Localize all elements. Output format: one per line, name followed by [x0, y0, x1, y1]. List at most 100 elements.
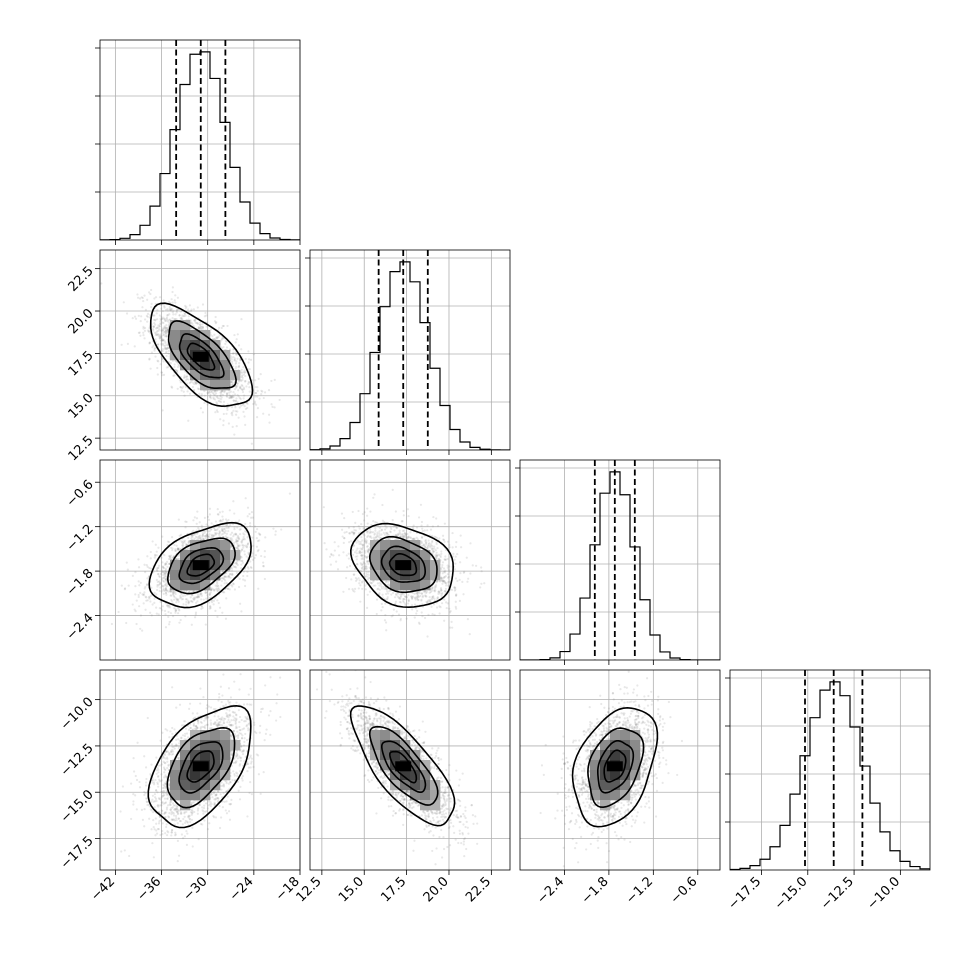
- sample-point: [420, 536, 424, 539]
- sample-point: [161, 339, 164, 342]
- sample-point: [366, 551, 370, 554]
- sample-point: [230, 545, 233, 548]
- sample-point: [196, 322, 199, 325]
- sample-point: [189, 600, 192, 603]
- sample-point: [150, 614, 153, 617]
- sample-point: [163, 335, 167, 338]
- density-cell: [190, 370, 201, 381]
- sample-point: [218, 531, 222, 534]
- sample-point: [229, 573, 232, 576]
- sample-point: [169, 554, 173, 557]
- sample-point: [197, 326, 201, 330]
- sample-point: [161, 310, 164, 313]
- sample-point: [162, 333, 166, 336]
- sample-point: [255, 537, 258, 540]
- sample-point: [232, 351, 235, 354]
- sample-point: [131, 317, 134, 320]
- sample-point: [137, 580, 140, 583]
- sample-point: [153, 322, 156, 325]
- sample-point: [173, 318, 176, 321]
- sample-point: [260, 554, 263, 558]
- sample-point: [162, 360, 165, 363]
- sample-point: [120, 584, 123, 587]
- sample-point: [135, 622, 138, 626]
- sample-point: [240, 550, 243, 553]
- sample-point: [159, 322, 162, 325]
- sample-point: [161, 569, 164, 572]
- sample-point: [219, 418, 222, 421]
- sample-point: [163, 306, 166, 309]
- sample-point: [330, 553, 333, 557]
- sample-point: [227, 518, 230, 522]
- sample-point: [240, 379, 243, 383]
- sample-point: [212, 603, 215, 606]
- sample-point: [237, 389, 240, 392]
- sample-point: [188, 547, 191, 551]
- sample-point: [243, 538, 246, 541]
- sample-point: [239, 386, 242, 389]
- sample-point: [197, 327, 200, 331]
- sample-point: [163, 566, 166, 570]
- sample-point: [241, 390, 245, 394]
- sample-point: [187, 541, 190, 544]
- sample-point: [152, 314, 155, 317]
- sample-point: [164, 346, 167, 349]
- sample-point: [230, 396, 233, 399]
- sample-point: [353, 551, 357, 554]
- sample-point: [208, 592, 211, 595]
- sample-point: [225, 532, 229, 535]
- sample-point: [222, 345, 225, 349]
- sample-point: [192, 519, 195, 522]
- sample-point: [153, 597, 156, 600]
- sample-point: [164, 319, 167, 323]
- density-cell: [210, 570, 221, 581]
- sample-point: [177, 608, 181, 611]
- sample-point: [236, 333, 239, 336]
- sample-point: [154, 334, 157, 337]
- sample-point: [416, 596, 419, 599]
- sample-point: [187, 590, 191, 594]
- sample-point: [162, 585, 165, 588]
- sample-point: [184, 598, 188, 601]
- sample-point: [288, 492, 292, 495]
- sample-point: [206, 534, 209, 538]
- sample-point: [156, 326, 159, 329]
- sample-point: [201, 326, 204, 329]
- sample-point: [164, 588, 167, 591]
- sample-point: [222, 419, 225, 422]
- sample-point: [193, 616, 197, 619]
- sample-point: [167, 324, 170, 327]
- sample-point: [359, 562, 362, 565]
- sample-point: [210, 535, 213, 538]
- sample-point: [156, 318, 159, 321]
- sample-point: [188, 304, 192, 307]
- sample-point: [156, 366, 159, 370]
- sample-point: [262, 564, 265, 568]
- sample-point: [209, 591, 212, 594]
- sample-point: [242, 370, 245, 373]
- sample-point: [227, 575, 231, 578]
- sample-point: [242, 574, 245, 578]
- sample-point: [162, 344, 165, 347]
- sample-point: [213, 589, 216, 592]
- sample-point: [177, 518, 180, 521]
- sample-point: [399, 617, 402, 620]
- sample-point: [243, 388, 246, 391]
- sample-point: [134, 593, 137, 596]
- sample-point: [280, 528, 283, 531]
- sample-point: [215, 321, 218, 324]
- sample-point: [161, 409, 164, 412]
- sample-point: [157, 343, 160, 346]
- sample-point: [150, 351, 154, 354]
- sample-point: [166, 344, 170, 347]
- sample-point: [147, 575, 150, 578]
- sample-point: [177, 547, 180, 551]
- sample-point: [175, 608, 178, 611]
- sample-point: [240, 404, 243, 407]
- sample-point: [230, 583, 233, 587]
- sample-point: [153, 314, 156, 317]
- sample-point: [185, 305, 188, 309]
- sample-point: [232, 356, 235, 359]
- sample-point: [182, 540, 185, 543]
- sample-point: [151, 540, 154, 543]
